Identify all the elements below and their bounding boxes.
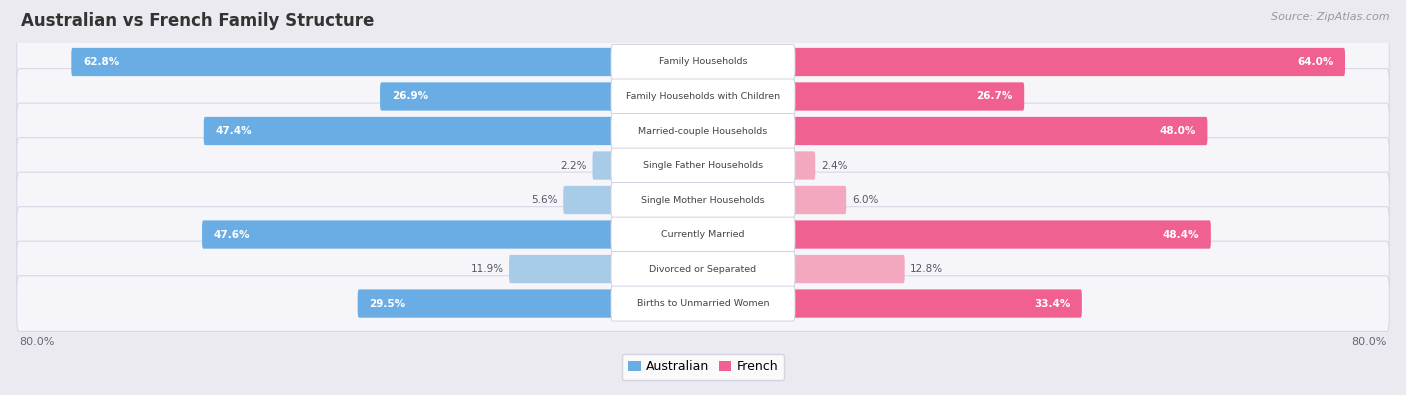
- Text: 12.8%: 12.8%: [910, 264, 943, 274]
- FancyBboxPatch shape: [17, 34, 1389, 90]
- FancyBboxPatch shape: [612, 79, 794, 114]
- FancyBboxPatch shape: [17, 69, 1389, 124]
- Text: Single Mother Households: Single Mother Households: [641, 196, 765, 205]
- FancyBboxPatch shape: [612, 113, 794, 149]
- FancyBboxPatch shape: [792, 290, 1081, 318]
- Text: Australian vs French Family Structure: Australian vs French Family Structure: [21, 12, 374, 30]
- Text: Currently Married: Currently Married: [661, 230, 745, 239]
- FancyBboxPatch shape: [792, 151, 815, 180]
- Text: 47.4%: 47.4%: [215, 126, 252, 136]
- FancyBboxPatch shape: [792, 82, 1024, 111]
- FancyBboxPatch shape: [612, 252, 794, 286]
- FancyBboxPatch shape: [792, 48, 1346, 76]
- FancyBboxPatch shape: [202, 220, 614, 249]
- Text: Family Households with Children: Family Households with Children: [626, 92, 780, 101]
- Text: Source: ZipAtlas.com: Source: ZipAtlas.com: [1271, 12, 1389, 22]
- Text: Single Father Households: Single Father Households: [643, 161, 763, 170]
- FancyBboxPatch shape: [17, 172, 1389, 228]
- Text: 6.0%: 6.0%: [852, 195, 879, 205]
- Text: 48.4%: 48.4%: [1163, 229, 1199, 239]
- Text: Family Households: Family Households: [659, 58, 747, 66]
- FancyBboxPatch shape: [204, 117, 614, 145]
- FancyBboxPatch shape: [792, 117, 1208, 145]
- Text: 80.0%: 80.0%: [20, 337, 55, 346]
- Text: 2.4%: 2.4%: [821, 160, 848, 171]
- Text: 47.6%: 47.6%: [214, 229, 250, 239]
- FancyBboxPatch shape: [17, 207, 1389, 262]
- FancyBboxPatch shape: [792, 255, 904, 283]
- FancyBboxPatch shape: [17, 103, 1389, 159]
- FancyBboxPatch shape: [612, 217, 794, 252]
- FancyBboxPatch shape: [17, 241, 1389, 297]
- Text: 33.4%: 33.4%: [1033, 299, 1070, 308]
- FancyBboxPatch shape: [564, 186, 614, 214]
- FancyBboxPatch shape: [72, 48, 614, 76]
- FancyBboxPatch shape: [612, 182, 794, 218]
- Text: 48.0%: 48.0%: [1160, 126, 1195, 136]
- Text: 62.8%: 62.8%: [83, 57, 120, 67]
- FancyBboxPatch shape: [17, 276, 1389, 331]
- Text: Births to Unmarried Women: Births to Unmarried Women: [637, 299, 769, 308]
- Text: 64.0%: 64.0%: [1296, 57, 1333, 67]
- FancyBboxPatch shape: [357, 290, 614, 318]
- Text: 2.2%: 2.2%: [561, 160, 586, 171]
- Text: 26.9%: 26.9%: [392, 92, 427, 102]
- Text: 80.0%: 80.0%: [1351, 337, 1386, 346]
- FancyBboxPatch shape: [612, 286, 794, 321]
- FancyBboxPatch shape: [509, 255, 614, 283]
- FancyBboxPatch shape: [592, 151, 614, 180]
- FancyBboxPatch shape: [612, 148, 794, 183]
- Text: Divorced or Separated: Divorced or Separated: [650, 265, 756, 274]
- Text: 11.9%: 11.9%: [471, 264, 503, 274]
- FancyBboxPatch shape: [792, 220, 1211, 249]
- FancyBboxPatch shape: [17, 137, 1389, 194]
- FancyBboxPatch shape: [792, 186, 846, 214]
- Legend: Australian, French: Australian, French: [621, 354, 785, 380]
- Text: Married-couple Households: Married-couple Households: [638, 126, 768, 135]
- FancyBboxPatch shape: [612, 45, 794, 79]
- FancyBboxPatch shape: [380, 82, 614, 111]
- Text: 5.6%: 5.6%: [531, 195, 558, 205]
- Text: 29.5%: 29.5%: [370, 299, 405, 308]
- Text: 26.7%: 26.7%: [976, 92, 1012, 102]
